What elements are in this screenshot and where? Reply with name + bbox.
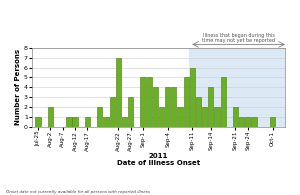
Bar <box>122 117 127 127</box>
Bar <box>220 77 226 127</box>
Bar <box>171 87 176 127</box>
Bar <box>116 58 121 127</box>
Text: Illness that began during this
time may not yet be reported: Illness that began during this time may … <box>202 33 275 43</box>
Bar <box>140 77 146 127</box>
Bar <box>214 107 220 127</box>
Bar <box>245 117 250 127</box>
Bar <box>165 87 170 127</box>
Bar <box>146 77 152 127</box>
Bar <box>159 107 164 127</box>
Bar <box>128 97 133 127</box>
Bar <box>251 117 256 127</box>
Bar <box>66 117 72 127</box>
Bar <box>190 68 195 127</box>
Bar <box>73 117 78 127</box>
Bar <box>85 117 90 127</box>
Bar <box>270 117 275 127</box>
Bar <box>202 107 207 127</box>
Bar <box>233 107 238 127</box>
Bar <box>177 107 183 127</box>
Bar <box>184 77 189 127</box>
Bar <box>48 107 53 127</box>
Y-axis label: Number of Persons: Number of Persons <box>15 49 21 125</box>
Bar <box>196 97 201 127</box>
X-axis label: 2011
Date of Illness Onset: 2011 Date of Illness Onset <box>117 153 200 166</box>
Bar <box>239 117 244 127</box>
Bar <box>110 97 115 127</box>
Bar <box>153 87 158 127</box>
Bar <box>189 48 288 127</box>
Bar <box>97 107 102 127</box>
Bar <box>208 87 213 127</box>
Bar <box>103 117 109 127</box>
Text: Onset date not currently available for all persons with reported illness: Onset date not currently available for a… <box>6 190 150 194</box>
Bar <box>35 117 41 127</box>
